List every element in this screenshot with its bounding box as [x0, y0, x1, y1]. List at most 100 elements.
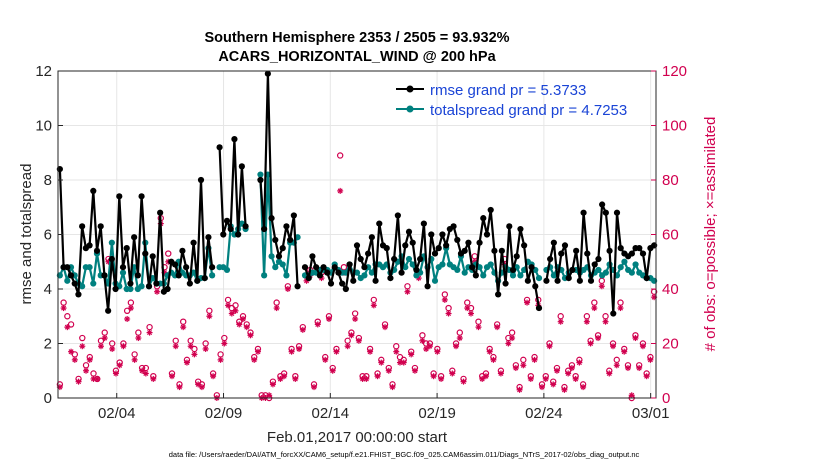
obs-assimilated-point — [587, 340, 594, 347]
rmse-point — [558, 250, 565, 257]
obs-assimilated-point — [168, 373, 175, 380]
obs-assimilated-stroke — [191, 351, 197, 357]
obs-assimilated-stroke — [363, 376, 369, 382]
rmse-point — [194, 277, 201, 284]
obs-layer — [56, 152, 658, 402]
totalspread-point — [86, 264, 93, 271]
obs-assimilated-stroke — [356, 338, 362, 344]
totalspread-point — [405, 255, 413, 263]
obs-assimilated-point — [516, 386, 523, 393]
obs-assimilated-stroke — [143, 370, 149, 376]
obs-assimilated-point — [363, 375, 370, 382]
legend-spread-marker — [406, 105, 414, 113]
obs-assimilated-point — [539, 384, 546, 391]
rmse-point — [584, 250, 591, 257]
obs-assimilated-stroke — [150, 376, 156, 382]
totalspread-point — [368, 269, 375, 276]
obs-assimilated-stroke — [147, 330, 153, 336]
obs-assimilated-point — [273, 305, 280, 312]
obs-assimilated-stroke — [188, 343, 194, 349]
rmse-point — [67, 272, 75, 279]
obs-assimilated-stroke — [505, 340, 511, 347]
totalspread-point — [138, 283, 145, 290]
rmse-point — [491, 247, 498, 254]
rmse-point — [149, 253, 156, 260]
obs-assimilated-stroke — [386, 368, 392, 374]
rmse-point — [105, 307, 112, 314]
rmse-point — [524, 277, 531, 284]
rmse-point — [628, 250, 635, 257]
obs-assimilated-stroke — [464, 305, 470, 311]
obs-assimilated-stroke — [603, 319, 609, 325]
obs-assimilated-stroke — [68, 349, 74, 355]
rmse-point — [472, 272, 479, 279]
obs-assimilated-point — [202, 345, 209, 352]
obs-assimilated-stroke — [580, 384, 586, 390]
totalspread-point — [261, 272, 268, 279]
obs-assimilated-stroke — [371, 302, 377, 308]
obs-possible-point — [79, 334, 86, 342]
chart-title: Southern Hemisphere 2353 / 2505 = 93.932… — [204, 30, 509, 46]
rmse-point — [535, 304, 543, 312]
obs-assimilated-stroke — [79, 343, 85, 349]
rmse-point — [272, 236, 279, 244]
obs-assimilated-stroke — [599, 283, 605, 289]
rmse-point — [216, 144, 223, 151]
obs-assimilated-stroke — [266, 392, 272, 398]
rmse-point — [242, 223, 249, 230]
rmse-point — [602, 209, 609, 216]
rmse-point — [591, 261, 598, 268]
rmse-point — [108, 255, 115, 263]
obs-assimilated-point — [299, 326, 306, 333]
obs-assimilated-stroke — [565, 370, 571, 376]
obs-assimilated-stroke — [621, 349, 627, 355]
obs-assimilated-point — [135, 335, 142, 342]
obs-assimilated-stroke — [412, 368, 418, 374]
rmse-point — [127, 280, 134, 287]
y-tick-label: 8 — [44, 172, 52, 189]
rmse-point — [409, 239, 416, 246]
rmse-point — [287, 236, 294, 244]
obs-assimilated-point — [482, 373, 489, 380]
rmse-point — [227, 225, 234, 233]
obs-assimilated-point — [378, 359, 385, 366]
obs-assimilated-stroke — [595, 335, 601, 341]
series-layer — [56, 70, 658, 317]
rmse-point — [413, 266, 420, 274]
obs-assimilated-point — [505, 340, 512, 347]
obs-assimilated-point — [79, 343, 86, 350]
obs-assimilated-stroke — [135, 335, 141, 341]
obs-assimilated-stroke — [64, 324, 70, 330]
obs-assimilated-stroke — [640, 343, 646, 349]
obs-assimilated-stroke — [285, 286, 291, 292]
rmse-point — [342, 285, 349, 293]
totalspread-point — [209, 272, 216, 279]
rmse-point — [573, 247, 580, 254]
obs-assimilated-stroke — [61, 305, 67, 311]
obs-assimilated-stroke — [442, 297, 448, 303]
obs-assimilated-point — [438, 375, 445, 382]
rmse-point — [235, 231, 242, 238]
obs-assimilated-stroke — [169, 373, 175, 379]
totalspread-point — [108, 239, 115, 246]
obs-assimilated-point — [90, 375, 97, 382]
obs-assimilated-stroke — [124, 316, 130, 322]
obs-assimilated-point — [561, 386, 568, 393]
obs-assimilated-point — [550, 381, 557, 388]
y-tick-label: 12 — [35, 63, 52, 80]
rmse-point — [610, 310, 617, 317]
totalspread-point — [119, 269, 127, 276]
obs-assimilated-stroke — [345, 343, 351, 349]
rmse-point — [454, 236, 461, 244]
rmse-point — [643, 275, 650, 282]
obs-assimilated-point — [172, 343, 179, 350]
legend: rmse grand pr = 5.3733 totalspread grand… — [396, 82, 627, 119]
totalspread-point — [602, 269, 609, 276]
y-right-tick-label: 120 — [662, 63, 687, 80]
obs-assimilated-stroke — [221, 340, 227, 347]
obs-assimilated-point — [325, 315, 332, 322]
obs-assimilated-stroke — [401, 360, 407, 366]
obs-possible-point — [123, 307, 131, 314]
y-tick-label: 4 — [44, 281, 52, 298]
